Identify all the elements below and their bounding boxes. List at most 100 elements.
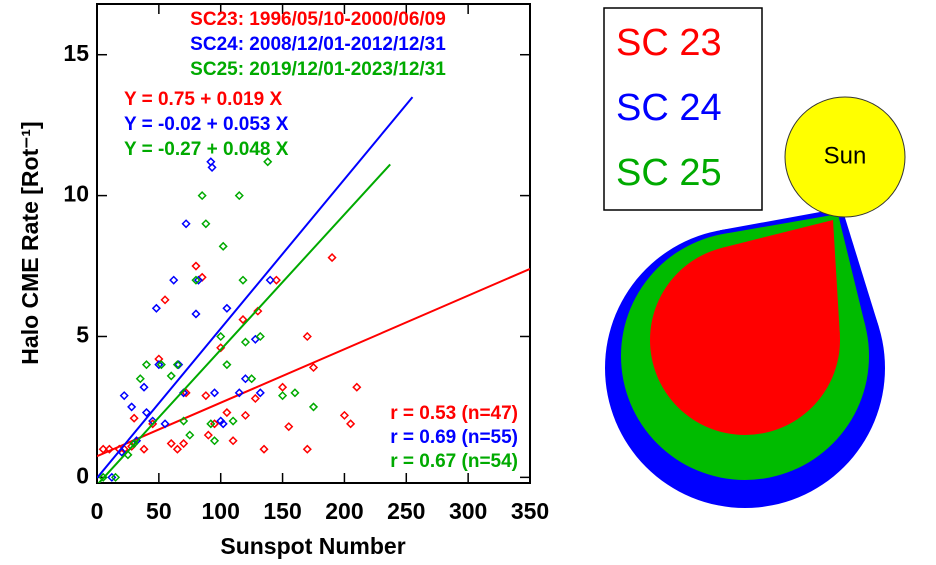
point <box>154 354 164 364</box>
x-axis-label: Sunspot Number <box>220 533 405 559</box>
point <box>265 275 275 285</box>
diagram-legend-entry: SC 25 <box>616 152 722 194</box>
point <box>201 219 211 229</box>
point <box>181 219 191 229</box>
point <box>346 419 356 429</box>
x-tick-label: 250 <box>387 498 425 524</box>
point <box>234 388 244 398</box>
point <box>104 444 114 454</box>
y-axis-label: Halo CME Rate [Rot⁻¹] <box>17 121 43 364</box>
point <box>156 360 166 370</box>
point <box>302 331 312 342</box>
point <box>271 275 281 285</box>
point <box>141 407 152 418</box>
point <box>308 402 319 412</box>
point <box>240 337 251 347</box>
point <box>169 275 179 285</box>
y-tick-label: 5 <box>76 322 89 348</box>
y-tick-label: 0 <box>76 462 89 488</box>
y-tick-label: 15 <box>63 40 89 66</box>
point <box>216 331 226 342</box>
point <box>207 162 217 172</box>
point <box>154 360 164 370</box>
point <box>151 303 161 313</box>
point <box>255 388 265 398</box>
cme-region <box>721 220 840 340</box>
point <box>238 275 248 285</box>
point <box>250 393 260 404</box>
plot-frame <box>96 3 531 484</box>
point <box>203 430 213 440</box>
point <box>172 360 182 370</box>
y-tick-label: 10 <box>63 181 89 207</box>
point <box>201 391 211 401</box>
point <box>263 157 273 167</box>
point <box>228 416 238 426</box>
point <box>255 331 265 342</box>
fit-equation: Y = -0.02 + 0.053 X <box>124 114 289 135</box>
diagram <box>605 208 885 508</box>
point <box>278 382 288 392</box>
diagram-legend-entry: SC 23 <box>616 22 722 64</box>
point <box>197 191 207 201</box>
point <box>259 444 269 454</box>
x-tick-label: 50 <box>146 498 172 524</box>
diagram-legend-entry: SC 24 <box>616 87 722 129</box>
point <box>209 388 220 398</box>
point <box>206 419 216 429</box>
point <box>222 360 232 370</box>
fit-equation: Y = -0.27 + 0.048 X <box>124 139 289 160</box>
point <box>278 391 288 401</box>
point <box>119 391 129 401</box>
point <box>339 410 349 420</box>
point <box>253 306 263 316</box>
point <box>222 407 232 418</box>
x-tick-label: 300 <box>449 498 487 524</box>
point <box>218 241 228 251</box>
legend-entry: SC24: 2008/12/01-2012/12/31 <box>190 34 446 55</box>
x-tick-label: 0 <box>91 498 104 524</box>
sun <box>784 96 906 218</box>
fit-line <box>97 267 530 458</box>
point <box>127 402 137 412</box>
point <box>139 444 149 454</box>
point <box>185 430 195 440</box>
legend-entry: SC25: 2019/12/01-2023/12/31 <box>190 59 446 80</box>
x-tick-label: 200 <box>325 498 363 524</box>
point <box>110 472 121 482</box>
point <box>160 419 170 429</box>
legend-entry: SC23: 1996/05/10-2000/06/09 <box>190 9 446 30</box>
point <box>238 315 248 325</box>
fit-stats: r = 0.53 (n=47) <box>390 403 518 424</box>
x-tick-label: 100 <box>202 498 240 524</box>
point <box>228 436 238 446</box>
x-tick-label: 150 <box>263 498 301 524</box>
diagram-legend-box <box>603 7 763 211</box>
point <box>218 419 228 429</box>
point <box>166 438 176 449</box>
point <box>181 388 191 398</box>
point <box>209 436 220 446</box>
point <box>247 374 257 384</box>
point <box>179 416 189 426</box>
point <box>191 275 201 285</box>
point <box>174 360 184 370</box>
fit-stats: r = 0.67 (n=54) <box>390 451 518 472</box>
point <box>302 444 312 454</box>
point <box>308 362 319 373</box>
fit-line <box>97 96 414 479</box>
point <box>135 374 145 384</box>
x-tick-label: 350 <box>511 498 549 524</box>
fit-equation: Y = 0.75 + 0.019 X <box>124 89 282 110</box>
sun-label: Sun <box>824 142 867 169</box>
point <box>179 438 189 449</box>
fit-stats: r = 0.69 (n=55) <box>390 427 518 448</box>
point <box>234 191 244 201</box>
point <box>191 261 201 271</box>
point <box>284 422 294 432</box>
point <box>160 295 170 305</box>
point <box>191 309 201 319</box>
point <box>141 360 152 370</box>
point <box>290 388 300 398</box>
